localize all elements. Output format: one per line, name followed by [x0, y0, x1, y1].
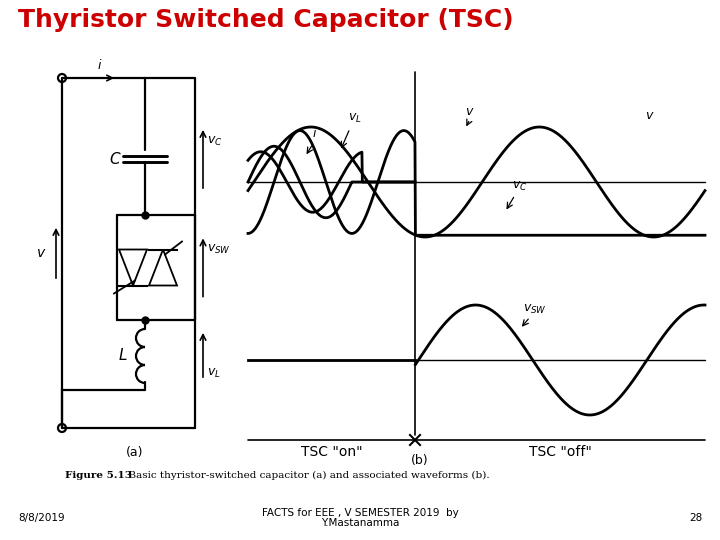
- Text: 28: 28: [689, 513, 702, 523]
- Text: TSC "on": TSC "on": [301, 445, 362, 459]
- Text: $v_{SW}$: $v_{SW}$: [207, 243, 231, 256]
- Text: $v_C$: $v_C$: [207, 134, 222, 147]
- Text: (a): (a): [126, 446, 144, 459]
- Text: $v$: $v$: [645, 109, 654, 122]
- Text: FACTS for EEE , V SEMESTER 2019  by: FACTS for EEE , V SEMESTER 2019 by: [261, 508, 459, 518]
- Text: (b): (b): [411, 454, 429, 467]
- Text: $v$: $v$: [35, 246, 46, 260]
- Text: Figure 5.13: Figure 5.13: [65, 470, 132, 480]
- Text: Y.Mastanamma: Y.Mastanamma: [321, 518, 399, 528]
- Text: $v_C$: $v_C$: [512, 180, 528, 193]
- Text: 8/8/2019: 8/8/2019: [18, 513, 65, 523]
- Text: $C$: $C$: [109, 151, 121, 167]
- Text: Thyristor Switched Capacitor (TSC): Thyristor Switched Capacitor (TSC): [18, 8, 513, 32]
- Text: Basic thyristor-switched capacitor (a) and associated waveforms (b).: Basic thyristor-switched capacitor (a) a…: [122, 470, 490, 480]
- Text: TSC "off": TSC "off": [528, 445, 591, 459]
- Text: $v_L$: $v_L$: [207, 367, 221, 380]
- Text: $i$: $i$: [96, 58, 102, 72]
- Text: $v_{SW}$: $v_{SW}$: [523, 303, 547, 316]
- Text: $i$: $i$: [312, 126, 318, 140]
- Text: $L$: $L$: [118, 347, 127, 363]
- Text: $v$: $v$: [465, 105, 474, 118]
- Text: $v_L$: $v_L$: [348, 112, 362, 125]
